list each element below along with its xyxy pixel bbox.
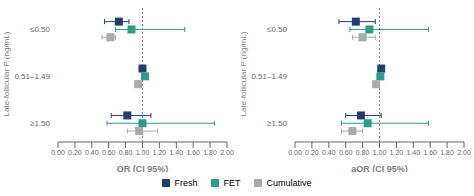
svg-text:0.51–1.49: 0.51–1.49 (251, 72, 287, 81)
svg-text:1.60: 1.60 (423, 149, 437, 156)
svg-text:1.60: 1.60 (186, 149, 200, 156)
svg-text:2.00: 2.00 (457, 149, 466, 156)
html-text:Cumulative: Cumulative (266, 178, 312, 188)
svg-text:2.00: 2.00 (220, 149, 234, 156)
svg-text:1.20: 1.20 (390, 149, 404, 156)
svg-text:Late-follicular P (ng/mL): Late-follicular P (ng/mL) (8, 31, 11, 116)
svg-text:1.80: 1.80 (440, 149, 454, 156)
svg-text:≤0.50: ≤0.50 (30, 25, 51, 34)
svg-text:0.60: 0.60 (339, 149, 353, 156)
svg-text:1.00: 1.00 (136, 149, 150, 156)
svg-text:0.80: 0.80 (356, 149, 370, 156)
svg-text:≤0.50: ≤0.50 (267, 25, 288, 34)
svg-text:1.00: 1.00 (373, 149, 387, 156)
svg-text:0.20: 0.20 (305, 149, 319, 156)
svg-text:0.51–1.49: 0.51–1.49 (14, 72, 50, 81)
svg-text:0.20: 0.20 (68, 149, 82, 156)
html-text:FET: FET (223, 178, 241, 188)
svg-text:Late-follicular P (ng/mL): Late-follicular P (ng/mL) (239, 31, 248, 116)
svg-text:aOR (CI 95%): aOR (CI 95%) (351, 164, 408, 172)
svg-text:0.80: 0.80 (119, 149, 133, 156)
svg-text:1.40: 1.40 (406, 149, 420, 156)
svg-text:≥1.50: ≥1.50 (30, 119, 51, 128)
svg-text:1.40: 1.40 (169, 149, 183, 156)
svg-text:0.40: 0.40 (85, 149, 99, 156)
svg-text:0.00: 0.00 (51, 149, 65, 156)
svg-text:0.40: 0.40 (322, 149, 336, 156)
svg-text:0.60: 0.60 (102, 149, 116, 156)
svg-text:≥1.50: ≥1.50 (267, 119, 288, 128)
svg-text:1.80: 1.80 (203, 149, 217, 156)
svg-text:OR (CI 95%): OR (CI 95%) (117, 164, 169, 172)
svg-text:1.20: 1.20 (153, 149, 167, 156)
svg-text:0.00: 0.00 (288, 149, 302, 156)
html-text:Fresh: Fresh (174, 178, 198, 188)
